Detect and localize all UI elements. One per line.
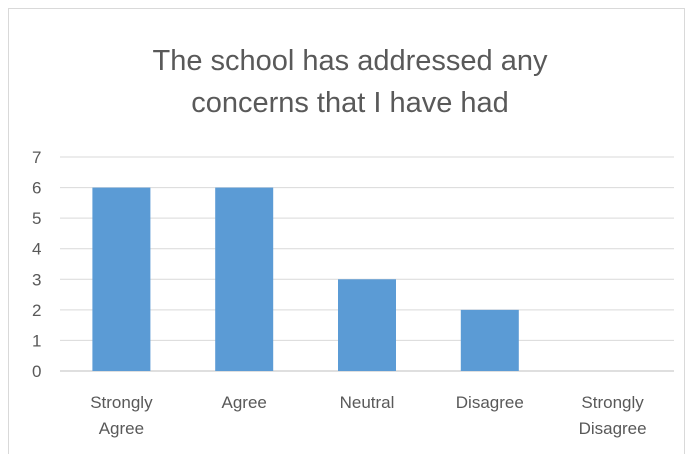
y-tick-label-1: 1 — [32, 331, 41, 350]
y-tick-label-4: 4 — [32, 240, 41, 259]
y-tick-label-3: 3 — [32, 270, 41, 289]
x-category-label-4-line-2: Disagree — [579, 419, 647, 438]
y-tick-label-7: 7 — [32, 148, 41, 167]
x-category-label-3-line-1: Disagree — [456, 393, 524, 412]
x-category-label-2-line-1: Neutral — [340, 393, 395, 412]
y-axis-tick-labels: 0 1 2 3 4 5 6 7 — [32, 148, 41, 381]
y-tick-label-0: 0 — [32, 362, 41, 381]
y-tick-label-6: 6 — [32, 179, 41, 198]
y-tick-label-2: 2 — [32, 301, 41, 320]
bar-0 — [92, 187, 151, 371]
y-tick-label-5: 5 — [32, 209, 41, 228]
x-category-label-4-line-1: Strongly — [581, 393, 644, 412]
bar-3 — [460, 309, 519, 371]
x-axis-category-labels: Strongly Agree Agree Neutral Disagree Strongl… — [90, 393, 646, 438]
chart-title-line-1: The school has addressed any — [153, 45, 548, 77]
bar-1 — [215, 187, 274, 371]
chart-title-line-2: concerns that I have had — [191, 87, 509, 119]
x-category-label-0-line-1: Strongly — [90, 393, 153, 412]
x-category-label-0-line-2: Agree — [99, 419, 144, 438]
x-category-label-1-line-1: Agree — [222, 393, 267, 412]
bars — [92, 187, 519, 371]
bar-2 — [338, 279, 396, 371]
chart-title: The school has addressed any concerns tha… — [153, 45, 548, 119]
